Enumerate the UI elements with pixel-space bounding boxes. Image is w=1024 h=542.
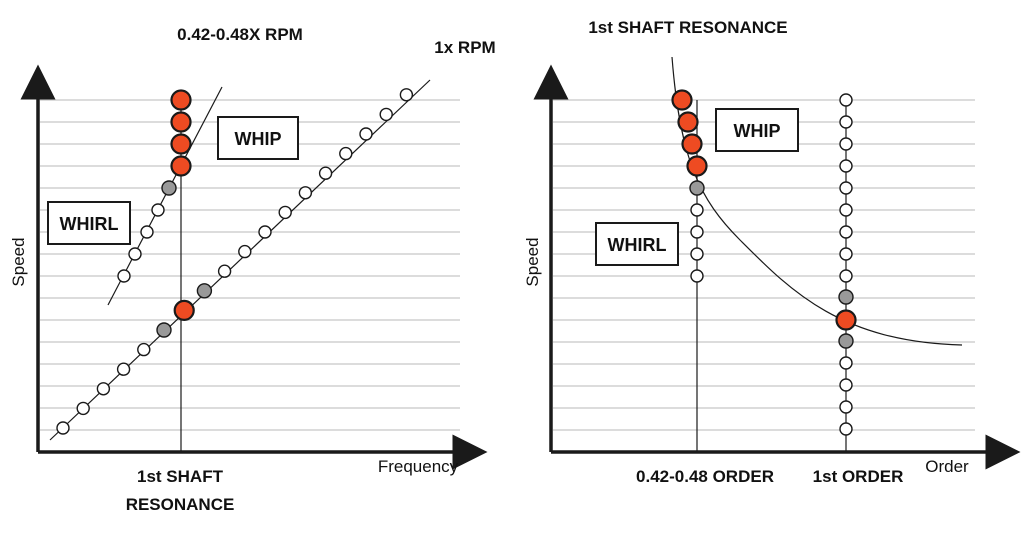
left-panel: WHIP WHIRL 0.42-0.48X RPM 1x RPM Speed F… (9, 25, 496, 514)
right-order1-normal-marker (839, 137, 853, 151)
left-rpm-normal-marker (217, 264, 232, 278)
left-rpm-normal-marker (318, 166, 333, 180)
right-order1-normal-marker (839, 356, 853, 370)
right-whirl-box: WHIRL (595, 222, 679, 266)
left-whirl-normal-marker (117, 269, 131, 283)
left-top-annotation: 0.42-0.48X RPM (177, 25, 303, 44)
right-order1-normal-marker (839, 159, 853, 173)
right-order1-normal-marker (839, 225, 853, 239)
left-whirl-normal-marker (151, 203, 165, 217)
right-order1-transition-marker (838, 333, 854, 349)
left-whip-label: WHIP (235, 129, 282, 149)
left-rpm-normal-marker (258, 225, 272, 239)
left-whirl-resonance-marker (170, 89, 192, 111)
left-rpm-normal-marker (339, 146, 353, 161)
right-order1-resonance-marker (835, 309, 857, 331)
left-rpm-markers (56, 88, 414, 435)
right-subsync-resonance-marker (681, 133, 703, 155)
left-whip-box: WHIP (217, 116, 299, 160)
right-order1-normal-marker (839, 247, 853, 261)
left-rpm-normal-marker (238, 244, 252, 259)
left-rpm-transition-marker (156, 322, 172, 338)
left-rpm-normal-marker (56, 421, 70, 435)
right-top-annotation: 1st SHAFT RESONANCE (588, 18, 787, 37)
left-rpm-normal-marker (359, 127, 373, 141)
right-subsync-normal-marker (690, 225, 704, 239)
right-order1-markers (835, 93, 857, 436)
left-rpm-resonance-marker (173, 299, 195, 321)
left-whirl-resonance-marker (170, 133, 192, 155)
left-whirl-box: WHIRL (47, 201, 131, 245)
right-whirl-label: WHIRL (608, 235, 667, 255)
right-whip-label: WHIP (734, 121, 781, 141)
left-rpm-normal-marker (137, 342, 151, 357)
left-whirl-line (107, 86, 223, 306)
right-x-axis-label: Order (925, 457, 969, 476)
right-subsync-normal-marker (690, 269, 704, 283)
right-panel: WHIP WHIRL 1st SHAFT RESONANCE Speed Ord… (523, 18, 1021, 486)
left-rpm-normal-marker (278, 205, 292, 220)
left-whirl-resonance-marker (170, 111, 192, 133)
left-line-annotation: 1x RPM (434, 38, 495, 57)
left-whirl-transition-marker (161, 180, 177, 196)
right-y-axis-label: Speed (523, 237, 542, 286)
left-y-axis-label: Speed (9, 237, 28, 286)
left-rpm-normal-marker (116, 362, 131, 376)
right-order1-normal-marker (839, 181, 853, 195)
left-whirl-resonance-marker (170, 155, 192, 177)
right-order1-normal-marker (839, 422, 853, 436)
left-rpm-normal-marker (76, 401, 90, 416)
left-rpm-normal-marker (298, 186, 313, 200)
right-subsync-transition-marker (689, 180, 705, 196)
right-order1-normal-marker (839, 115, 853, 129)
left-x-axis-label: Frequency (378, 457, 459, 476)
left-whirl-normal-marker (140, 225, 154, 239)
left-rpm-normal-marker (399, 88, 414, 102)
right-subsync-normal-marker (690, 247, 704, 261)
right-order1-transition-marker (838, 289, 854, 305)
right-gridlines (553, 99, 975, 431)
right-order1-normal-marker (839, 203, 853, 217)
left-rpm-normal-marker (96, 382, 111, 396)
right-order1-normal-marker (839, 93, 853, 107)
right-order-label-1: 0.42-0.48 ORDER (636, 467, 774, 486)
left-rpm-normal-marker (379, 107, 393, 122)
left-whirl-markers (117, 89, 192, 283)
right-subsync-resonance-marker (671, 89, 693, 111)
right-order1-normal-marker (839, 269, 853, 283)
left-resonance-label-1: 1st SHAFT (137, 467, 224, 486)
right-order-label-2: 1st ORDER (813, 467, 904, 486)
right-whip-box: WHIP (715, 108, 799, 152)
left-whirl-normal-marker (128, 247, 142, 261)
right-subsync-normal-marker (690, 203, 704, 217)
left-resonance-label-2: RESONANCE (126, 495, 235, 514)
right-subsync-resonance-marker (677, 111, 699, 133)
right-order1-normal-marker (839, 378, 853, 392)
right-subsync-markers (671, 89, 708, 283)
right-subsync-resonance-marker (686, 155, 708, 177)
left-rpm-transition-marker (196, 283, 213, 299)
right-order1-normal-marker (839, 400, 853, 414)
left-whirl-label: WHIRL (60, 214, 119, 234)
